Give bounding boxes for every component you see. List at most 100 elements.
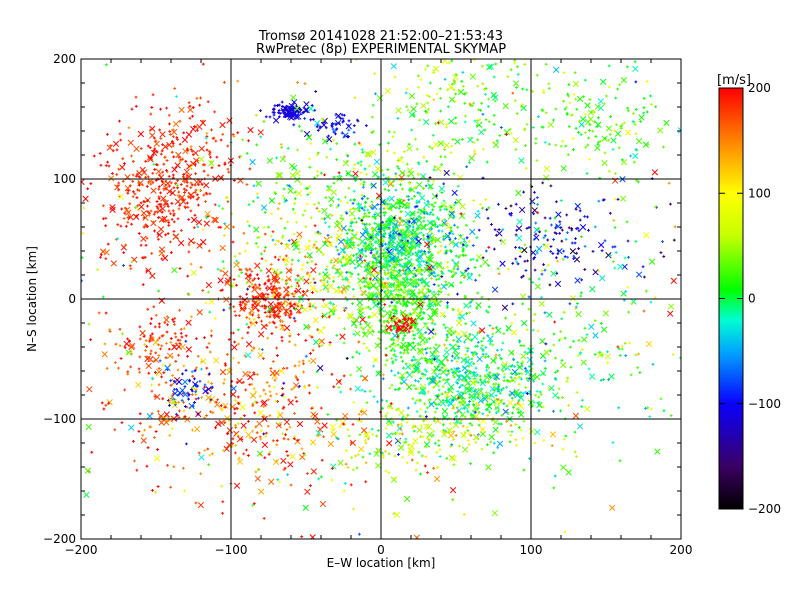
data-point-cross (140, 437, 147, 444)
data-point-plus (202, 169, 206, 173)
data-point-cross (123, 206, 131, 214)
data-point-plus (523, 243, 527, 247)
data-point-plus (153, 325, 157, 329)
data-point-plus (344, 239, 347, 243)
data-point-cross (423, 118, 430, 126)
data-point-plus (247, 299, 251, 303)
data-point-plus (365, 214, 369, 218)
data-point-plus (559, 144, 563, 148)
data-point-plus (520, 377, 523, 381)
data-point-plus (412, 262, 415, 266)
data-point-plus (382, 315, 385, 319)
data-point-plus (476, 340, 480, 344)
data-point-plus (177, 195, 181, 199)
data-point-cross (418, 349, 425, 356)
data-point-plus (397, 167, 401, 170)
data-point-plus (497, 383, 501, 387)
data-point-plus (450, 359, 454, 363)
data-point-plus (342, 341, 346, 345)
data-point-cross (624, 129, 632, 136)
data-point-plus (467, 239, 471, 243)
data-point-cross (356, 299, 364, 306)
data-point-plus (157, 383, 161, 387)
data-point-plus (303, 384, 307, 388)
data-point-plus (315, 169, 319, 173)
data-point-plus (434, 122, 438, 126)
data-point-plus (418, 369, 422, 373)
data-point-plus (456, 225, 460, 229)
data-point-plus (171, 209, 175, 213)
data-point-plus (339, 214, 343, 218)
data-point-plus (274, 399, 278, 403)
data-point-plus (511, 302, 515, 306)
data-point-plus (579, 294, 583, 298)
data-point-plus (157, 202, 161, 206)
data-point-plus (134, 104, 138, 108)
data-point-plus (311, 348, 315, 352)
data-point-plus (417, 278, 421, 282)
data-point-plus (273, 295, 277, 299)
data-point-plus (174, 359, 178, 363)
data-point-plus (408, 312, 412, 316)
data-point-plus (245, 448, 248, 452)
data-point-plus (306, 193, 310, 196)
data-point-plus (476, 210, 480, 213)
data-point-plus (487, 264, 491, 267)
data-point-plus (374, 92, 377, 96)
data-point-plus (390, 369, 393, 373)
data-point-plus (407, 289, 411, 293)
data-point-cross (491, 286, 499, 293)
data-point-cross (103, 249, 110, 256)
data-point-plus (146, 144, 150, 148)
data-point-plus (262, 120, 266, 123)
data-point-plus (488, 324, 492, 327)
data-point-plus (386, 331, 390, 335)
data-point-plus (206, 447, 210, 451)
data-point-plus (399, 183, 402, 187)
data-point-cross (359, 231, 367, 239)
data-point-plus (505, 419, 508, 423)
data-point-plus (204, 191, 208, 195)
data-point-plus (650, 103, 653, 106)
data-point-plus (129, 365, 132, 369)
data-point-plus (399, 210, 403, 214)
data-point-plus (208, 152, 211, 156)
data-point-plus (385, 266, 389, 270)
data-point-cross (283, 324, 291, 332)
data-point-plus (373, 217, 377, 220)
data-point-plus (573, 71, 577, 75)
data-point-plus (134, 95, 138, 99)
data-point-plus (237, 361, 241, 365)
data-point-plus (445, 338, 448, 342)
data-point-plus (300, 267, 304, 271)
data-point-plus (464, 387, 468, 391)
data-point-cross (307, 105, 314, 112)
data-point-plus (342, 489, 346, 493)
data-point-plus (441, 385, 445, 389)
data-point-plus (634, 108, 638, 111)
data-point-plus (481, 82, 485, 86)
data-point-plus (329, 235, 333, 239)
data-point-plus (406, 351, 410, 355)
data-point-plus (284, 293, 288, 297)
data-point-plus (183, 191, 186, 194)
data-point-plus (522, 419, 526, 423)
data-point-plus (126, 370, 130, 374)
data-point-plus (563, 336, 567, 340)
data-point-plus (143, 428, 146, 432)
data-point-plus (669, 414, 673, 418)
data-point-cross (139, 329, 146, 337)
data-point-cross (538, 300, 545, 307)
data-point-plus (326, 413, 330, 416)
data-point-cross (502, 102, 509, 110)
data-point-plus (184, 160, 188, 163)
data-point-plus (428, 81, 432, 85)
data-point-plus (453, 411, 457, 415)
data-point-plus (416, 343, 420, 347)
data-point-plus (475, 306, 479, 310)
data-point-cross (179, 343, 186, 351)
data-point-cross (314, 418, 321, 425)
data-point-plus (280, 335, 284, 339)
data-point-plus (266, 424, 270, 428)
data-point-plus (177, 353, 180, 357)
